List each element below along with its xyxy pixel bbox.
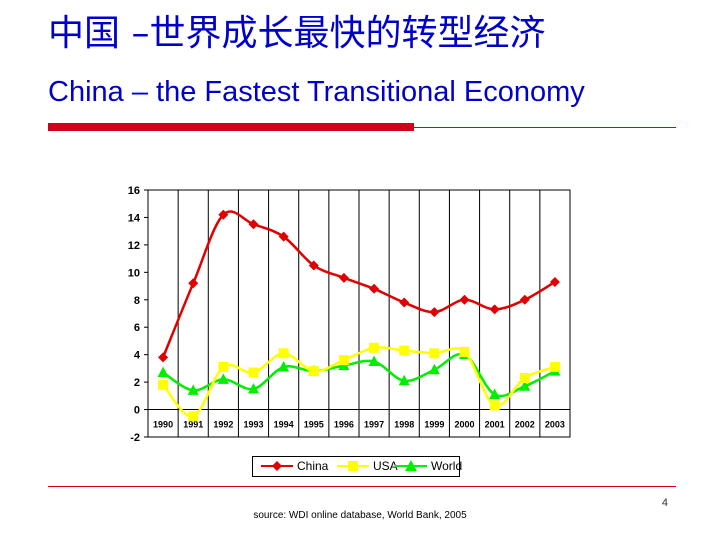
data-point-china: [158, 352, 169, 363]
y-tick-label: 2: [134, 377, 140, 389]
data-point-usa: [459, 346, 470, 357]
legend-label-china: China: [297, 459, 329, 473]
data-point-usa: [308, 366, 319, 377]
x-tick-label: 1998: [394, 420, 414, 430]
page-title-english: China – the Fastest Transitional Economy: [48, 76, 585, 108]
y-tick-label: 4: [134, 350, 141, 362]
data-point-world: [428, 363, 440, 375]
data-point-china: [278, 231, 289, 242]
data-point-usa: [429, 348, 440, 359]
title-accent-bar: [48, 123, 414, 131]
data-point-china: [188, 278, 199, 289]
y-tick-label: 6: [134, 322, 140, 334]
data-point-usa: [188, 411, 199, 422]
x-tick-label: 1996: [334, 420, 354, 430]
data-point-usa: [248, 367, 259, 378]
y-tick-label: 16: [128, 185, 140, 197]
data-point-china: [369, 283, 380, 294]
x-tick-label: 1993: [243, 420, 263, 430]
legend-china-marker: [261, 461, 293, 471]
x-tick-label: 1997: [364, 420, 384, 430]
y-tick-label: 14: [128, 212, 141, 224]
footer-divider: [48, 486, 676, 487]
y-tick-label: -2: [130, 432, 140, 444]
chart-legend: China USA World: [252, 456, 463, 477]
data-point-usa: [158, 379, 169, 390]
data-point-usa: [519, 372, 530, 383]
x-tick-label: 1994: [274, 420, 294, 430]
data-point-china: [549, 276, 560, 287]
legend-world-marker: [395, 460, 427, 471]
data-point-usa: [489, 400, 500, 411]
data-point-world: [248, 382, 259, 394]
data-point-china: [338, 272, 349, 283]
data-point-usa: [369, 342, 380, 353]
x-tick-label: 1990: [153, 420, 173, 430]
data-point-usa: [278, 348, 289, 359]
x-tick-label: 1991: [183, 420, 203, 430]
data-point-china: [399, 297, 410, 308]
data-point-world: [398, 374, 410, 386]
data-point-world: [217, 373, 229, 384]
y-tick-label: 8: [134, 295, 140, 307]
data-point-china: [459, 294, 470, 305]
data-point-usa: [399, 345, 410, 356]
x-tick-label: 2002: [515, 420, 535, 430]
data-point-china: [429, 307, 440, 318]
y-tick-label: 10: [128, 267, 140, 279]
data-point-china: [218, 209, 229, 220]
x-tick-label: 1995: [304, 420, 324, 430]
x-tick-label: 1992: [213, 420, 233, 430]
data-point-china: [519, 294, 530, 305]
y-tick-label: 0: [134, 405, 140, 417]
data-point-world: [187, 384, 199, 395]
x-tick-label: 1999: [424, 420, 444, 430]
legend-usa-marker: [337, 461, 369, 471]
x-tick-label: 2001: [485, 420, 505, 430]
data-point-world: [157, 366, 169, 378]
data-point-world: [519, 380, 531, 391]
x-tick-label: 2003: [545, 420, 565, 430]
data-point-china: [248, 219, 259, 230]
data-point-world: [368, 355, 380, 367]
data-point-usa: [218, 362, 229, 373]
x-tick-label: 2000: [454, 420, 474, 430]
source-note: source: WDI online database, World Bank,…: [253, 510, 467, 521]
data-point-usa: [338, 355, 349, 366]
legend-label-world: World: [431, 459, 463, 473]
page-number: 4: [661, 497, 668, 509]
title-accent-line: [414, 127, 676, 128]
page-title-chinese: 中国 –世界成长最快的转型经济: [48, 13, 546, 54]
data-point-world: [278, 361, 290, 372]
y-tick-label: 12: [128, 240, 140, 252]
data-point-world: [489, 388, 501, 399]
data-point-usa: [549, 362, 560, 373]
data-point-china: [489, 304, 500, 315]
legend-label-usa: USA: [373, 459, 398, 473]
data-point-china: [308, 260, 319, 271]
